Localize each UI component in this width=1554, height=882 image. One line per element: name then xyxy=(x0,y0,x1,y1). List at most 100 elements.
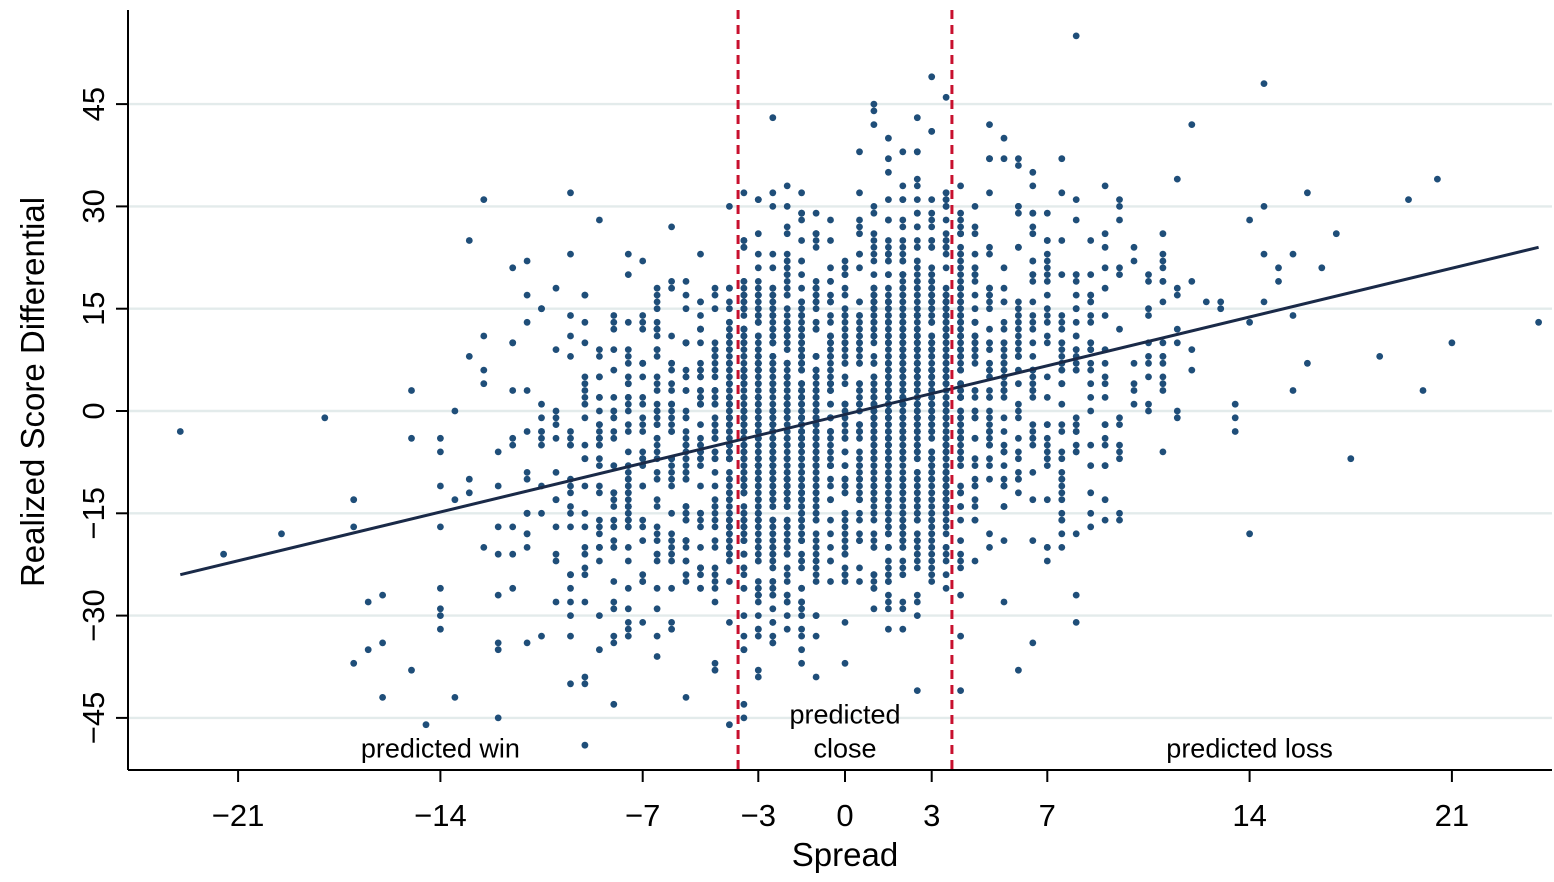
data-point xyxy=(726,428,733,435)
data-point xyxy=(827,264,834,272)
data-point xyxy=(754,557,762,565)
data-point xyxy=(754,250,762,258)
data-point xyxy=(726,400,733,408)
data-point xyxy=(986,462,993,469)
data-point xyxy=(913,271,921,278)
data-point xyxy=(494,591,502,599)
data-point xyxy=(1058,380,1066,388)
data-point xyxy=(971,503,979,510)
data-point xyxy=(1000,503,1008,510)
data-point xyxy=(928,223,936,231)
data-point xyxy=(596,646,603,654)
data-point xyxy=(769,400,777,408)
data-point xyxy=(856,434,863,442)
data-point xyxy=(624,400,632,408)
data-point xyxy=(913,414,921,422)
data-point xyxy=(1072,359,1080,367)
data-point xyxy=(783,312,791,319)
data-point xyxy=(653,332,661,340)
data-point xyxy=(812,400,820,408)
data-point xyxy=(870,339,878,347)
data-point xyxy=(567,250,574,258)
data-point xyxy=(740,646,748,654)
data-point xyxy=(726,469,733,476)
data-point xyxy=(913,264,921,272)
data-point xyxy=(653,557,661,565)
data-point xyxy=(913,421,921,428)
y-tick-label: −15 xyxy=(76,487,111,540)
data-point xyxy=(1072,278,1080,285)
data-point xyxy=(798,605,805,613)
data-point xyxy=(754,332,762,340)
data-point xyxy=(812,530,820,538)
data-point xyxy=(1000,339,1008,347)
data-point xyxy=(798,271,805,278)
data-point xyxy=(899,305,907,313)
data-point xyxy=(726,489,733,497)
data-point xyxy=(552,421,560,428)
data-point xyxy=(856,318,863,326)
data-point xyxy=(711,400,719,408)
data-point xyxy=(567,189,574,197)
data-point xyxy=(639,318,647,326)
data-point xyxy=(827,278,834,285)
data-point xyxy=(1043,257,1051,265)
data-point xyxy=(1043,250,1051,258)
data-point xyxy=(711,455,719,463)
data-point xyxy=(899,598,907,606)
data-point xyxy=(1072,216,1080,224)
data-point xyxy=(957,564,964,572)
data-point xyxy=(783,332,791,340)
data-point xyxy=(899,496,907,504)
data-point xyxy=(971,496,979,504)
data-point xyxy=(653,537,661,544)
data-point xyxy=(957,537,964,544)
data-point xyxy=(913,298,921,306)
data-point xyxy=(754,196,762,204)
data-point xyxy=(711,339,719,347)
x-tick-label: −3 xyxy=(741,798,776,833)
data-point xyxy=(624,496,632,504)
data-point xyxy=(957,387,964,394)
data-point xyxy=(1087,462,1095,469)
data-point xyxy=(957,503,964,510)
data-point xyxy=(639,523,647,531)
data-point xyxy=(942,366,950,374)
data-point xyxy=(957,516,964,524)
data-point xyxy=(942,394,950,401)
data-point xyxy=(726,339,733,347)
data-point xyxy=(913,591,921,599)
data-point xyxy=(682,373,690,381)
data-point xyxy=(754,475,762,483)
data-point xyxy=(783,591,791,599)
data-point xyxy=(827,530,834,538)
data-point xyxy=(740,243,748,251)
data-point xyxy=(1000,380,1008,388)
data-point xyxy=(856,448,863,456)
data-point xyxy=(596,455,603,463)
data-point xyxy=(668,625,675,633)
data-point xyxy=(928,530,936,538)
data-point xyxy=(783,278,791,285)
data-point xyxy=(596,482,603,490)
data-point xyxy=(697,544,704,551)
data-point xyxy=(870,291,878,299)
data-point xyxy=(726,503,733,510)
data-point xyxy=(754,516,762,524)
data-point xyxy=(913,455,921,463)
data-point xyxy=(783,612,791,619)
data-point xyxy=(798,598,805,606)
data-point xyxy=(971,387,979,394)
data-point xyxy=(1058,516,1066,524)
data-point xyxy=(971,346,979,353)
data-point xyxy=(451,694,459,701)
data-point xyxy=(754,632,762,640)
data-point xyxy=(1029,339,1037,347)
data-point xyxy=(1029,373,1037,381)
data-point xyxy=(827,441,834,449)
data-point xyxy=(754,584,762,592)
data-point xyxy=(769,380,777,388)
data-point xyxy=(1058,448,1066,456)
data-point xyxy=(682,428,690,435)
data-point xyxy=(1231,414,1239,422)
